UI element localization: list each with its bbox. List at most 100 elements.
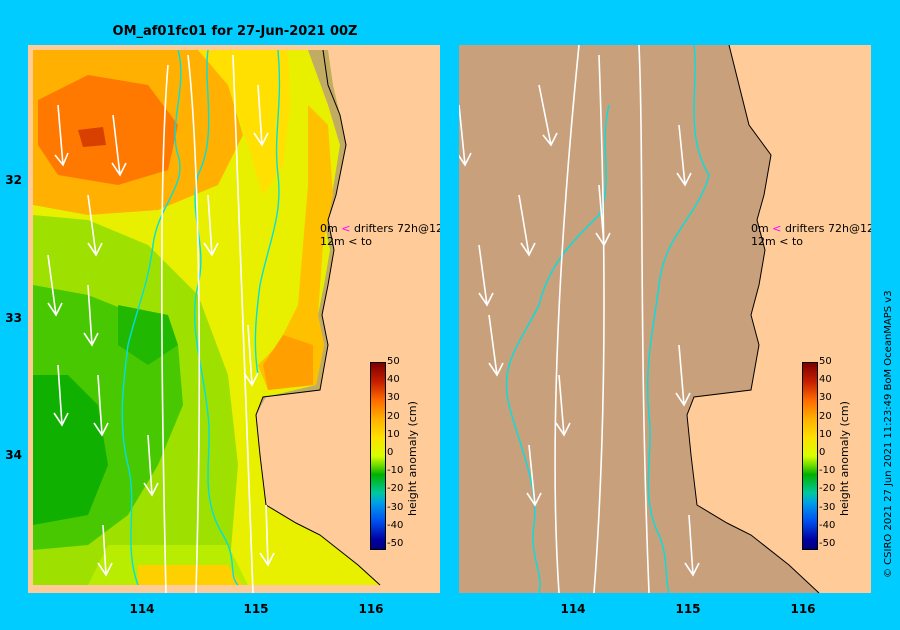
current-arrow (259, 504, 275, 567)
current-arrow (53, 364, 69, 427)
drifter-legend-row1: 0m < drifters 72h@12h (751, 222, 871, 235)
current-arrow (203, 194, 219, 257)
colorbar-tick-label: 30 (819, 392, 832, 404)
current-streak (232, 54, 254, 593)
current-arrow (111, 114, 127, 177)
colorbar-tick-label: -30 (819, 501, 836, 513)
y-axis-label: 32 (5, 173, 22, 187)
anomaly-green-deep (33, 375, 108, 525)
drifter-legend-row2: 12m < to (320, 235, 372, 248)
colorbar-tick-label: 50 (819, 356, 832, 367)
drifter-arrow-black: < (348, 235, 358, 248)
colorbar-tick-label: 0 (387, 447, 394, 458)
colorbar-tick-label: 50 (387, 356, 400, 367)
x-axis-label-left: 114 (129, 602, 155, 616)
current-arrow (538, 84, 558, 147)
drifter-arrow-magenta: < (341, 222, 351, 235)
colorbar-tick-label: -20 (819, 483, 836, 495)
isobath-lines (121, 49, 281, 586)
current-arrow (83, 284, 99, 347)
sea-level-anomaly-map: 0m < drifters 72h@12h 12m < to (28, 45, 440, 593)
colorbar-tick-label: -10 (819, 465, 836, 477)
colorbar-left (370, 362, 386, 550)
colorbar-tick-label: 10 (819, 428, 832, 440)
drifter-legend-to: to (791, 235, 803, 248)
x-axis-label-right: 116 (790, 602, 816, 616)
drifter-depth-0m: 0m (751, 222, 769, 235)
current-arrows-left (47, 54, 275, 593)
current-streak (638, 45, 650, 593)
anomaly-core-nw (78, 127, 106, 147)
ocean-field-masked (459, 45, 819, 593)
drifter-arrow-magenta: < (772, 222, 782, 235)
drifter-legend-label: drifters 72h@12h (784, 222, 871, 235)
colorbar-tick-label: 0 (819, 447, 826, 458)
current-streak (593, 54, 605, 593)
colorbar-right (802, 362, 818, 550)
map-title: OM_af01fc01 for 27-Jun-2021 00Z (112, 24, 358, 39)
colorbar-tick-label: 20 (819, 410, 832, 422)
current-arrow (243, 324, 259, 387)
current-arrows-right (459, 45, 700, 593)
current-arrow (488, 314, 504, 377)
drifter-legend-to: to (360, 235, 372, 248)
drifter-legend-row1: 0m < drifters 72h@12h (320, 222, 440, 235)
credit-text: © CSIRO 2021 27 Jun 2021 11:23:49 BoM Oc… (883, 290, 894, 578)
isobath-slope (193, 49, 239, 586)
map-left-svg (28, 45, 440, 593)
colorbar-title-left: height anomaly (cm) (406, 401, 419, 516)
anomaly-green-patch (118, 305, 178, 365)
colorbar-tick-label: -30 (387, 501, 404, 513)
current-arrow (87, 194, 103, 257)
anomaly-orange-coastal-strong (263, 335, 313, 390)
current-arrow (518, 194, 536, 257)
colorbar-tick-label: 20 (387, 410, 400, 422)
isobath-shelf (121, 49, 182, 586)
current-arrow (684, 514, 700, 577)
drifter-legend-label: drifters 72h@12h (353, 222, 440, 235)
drifter-arrow-black: < (779, 235, 789, 248)
y-axis-label: 34 (5, 448, 22, 462)
x-axis-label-left: 115 (243, 602, 269, 616)
current-streak (161, 64, 169, 593)
coastline-right (686, 45, 820, 593)
anomaly-darkorange-nw (38, 75, 178, 185)
current-arrow (459, 104, 472, 167)
anomaly-yellow-band (198, 50, 290, 195)
colorbar-tick-label: -40 (387, 519, 404, 531)
current-arrow (555, 374, 571, 437)
drifter-depth-12m: 12m (320, 235, 345, 248)
current-streak (187, 54, 201, 593)
y-axis-label: 33 (5, 311, 22, 325)
colorbar-tick-label: -50 (387, 538, 404, 549)
anomaly-orange-coastal (258, 105, 333, 390)
drifter-depth-12m: 12m (751, 235, 776, 248)
anomaly-orange-south (138, 565, 243, 585)
isobath-inner (254, 49, 281, 376)
drifter-depth-0m: 0m (320, 222, 338, 235)
current-arrow (478, 244, 494, 307)
current-arrow (676, 124, 692, 187)
current-arrow (47, 254, 63, 317)
current-arrow (93, 374, 109, 437)
current-arrow (675, 344, 691, 407)
coastline-left (255, 49, 381, 586)
current-arrow (253, 84, 269, 147)
isobath-slope (646, 45, 710, 593)
x-axis-label-right: 115 (675, 602, 701, 616)
colorbar-tick-label: -20 (387, 483, 404, 495)
x-axis-label-right: 114 (560, 602, 586, 616)
current-arrow (526, 444, 542, 507)
current-arrow (97, 524, 113, 577)
colorbar-tick-label: -40 (819, 519, 836, 531)
colorbar-tick-label: 30 (387, 392, 400, 404)
x-axis-label-left: 116 (358, 602, 384, 616)
current-streak (554, 45, 580, 593)
drifter-legend-row2: 12m < to (751, 235, 803, 248)
colorbar-tick-label: 40 (387, 374, 400, 386)
current-arrow (143, 434, 159, 497)
colorbar-tick-label: 10 (387, 428, 400, 440)
colorbar-title-right: height anomaly (cm) (838, 401, 851, 516)
current-arrow (54, 104, 69, 167)
colorbar-tick-label: 40 (819, 374, 832, 386)
